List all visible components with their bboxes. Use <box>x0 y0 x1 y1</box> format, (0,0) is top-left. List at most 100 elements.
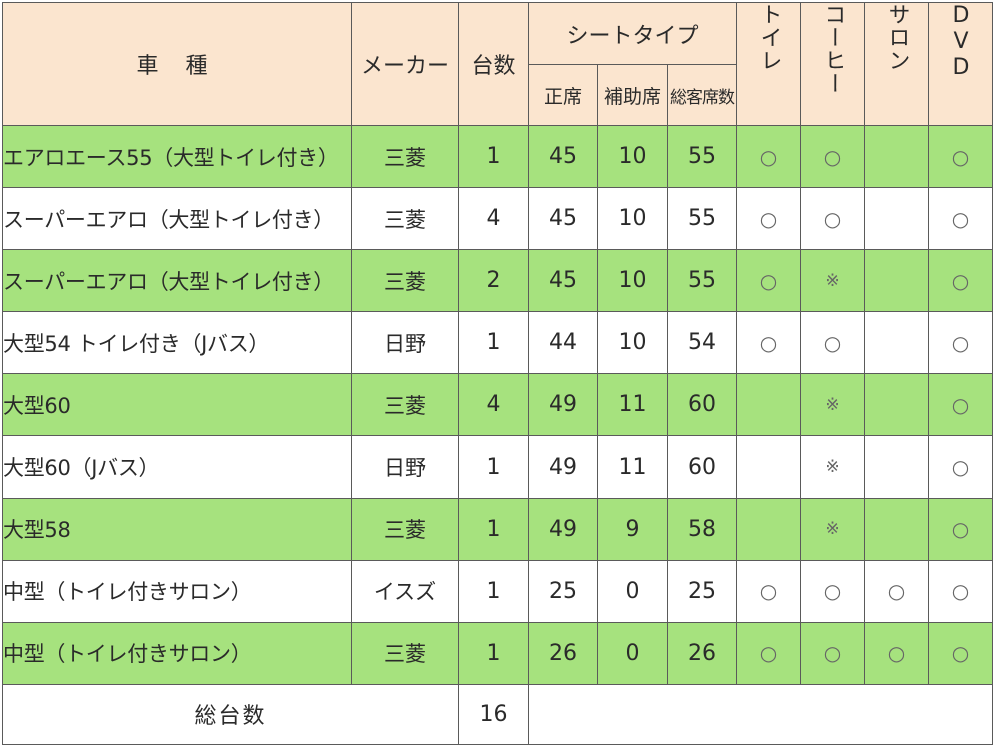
cell-maker: 三菱 <box>351 187 459 251</box>
cell-regular: 49 <box>528 497 598 561</box>
cell-aux: 10 <box>597 311 668 375</box>
cell-coffee: ○ <box>800 559 866 623</box>
cell-regular: 49 <box>528 435 598 499</box>
header-vehicle: 車 種 <box>2 2 352 126</box>
cell-count: 1 <box>458 435 529 499</box>
cell-salon <box>864 311 930 375</box>
cell-salon: ○ <box>864 621 930 685</box>
cell-regular: 44 <box>528 311 598 375</box>
cell-dvd: ○ <box>928 187 994 251</box>
cell-total: 58 <box>666 497 738 561</box>
cell-count: 1 <box>458 311 529 375</box>
cell-dvd: ○ <box>928 435 994 499</box>
cell-toilet <box>736 373 802 437</box>
cell-vehicle: 中型（トイレ付きサロン） <box>2 559 352 623</box>
cell-maker: 日野 <box>351 311 459 375</box>
header-dvd: DVD <box>928 2 994 126</box>
cell-count: 4 <box>458 373 529 437</box>
cell-vehicle: 大型58 <box>2 497 352 561</box>
cell-toilet: ○ <box>736 187 802 251</box>
table-row: 大型58 三菱 1 49 9 58 ※ ○ <box>2 497 994 561</box>
table-row: 大型60 三菱 4 49 11 60 ※ ○ <box>2 373 994 437</box>
cell-total: 54 <box>666 311 738 375</box>
cell-regular: 26 <box>528 621 598 685</box>
cell-maker: 日野 <box>351 435 459 499</box>
cell-salon <box>864 187 930 251</box>
cell-total: 26 <box>666 621 738 685</box>
cell-maker: 三菱 <box>351 249 459 313</box>
header-coffee: コーヒー <box>800 2 866 126</box>
cell-count: 1 <box>458 559 529 623</box>
cell-total: 55 <box>666 187 738 251</box>
total-blank-cell <box>527 683 994 746</box>
table-row: 中型（トイレ付きサロン） イスズ 1 25 0 25 ○ ○ ○ ○ <box>2 559 994 623</box>
cell-toilet <box>736 497 802 561</box>
cell-total: 55 <box>666 249 738 313</box>
cell-dvd: ○ <box>928 311 994 375</box>
cell-salon <box>864 435 930 499</box>
total-row: 総台数 16 <box>2 683 994 746</box>
cell-regular: 45 <box>528 124 598 189</box>
table-row: スーパーエアロ（大型トイレ付き） 三菱 2 45 10 55 ○ ※ ○ <box>2 249 994 313</box>
cell-toilet: ○ <box>736 621 802 685</box>
cell-maker: 三菱 <box>351 497 459 561</box>
table-row: 大型54 トイレ付き（Jバス） 日野 1 44 10 54 ○ ○ ○ <box>2 311 994 375</box>
cell-aux: 10 <box>597 187 668 251</box>
header-salon: サロン <box>864 2 930 126</box>
cell-count: 2 <box>458 249 529 313</box>
cell-aux: 11 <box>597 373 668 437</box>
cell-coffee: ○ <box>800 187 866 251</box>
cell-aux: 9 <box>597 497 668 561</box>
cell-salon: ○ <box>864 559 930 623</box>
header-toilet: トイレ <box>736 2 802 126</box>
cell-salon <box>864 124 930 189</box>
cell-aux: 10 <box>597 249 668 313</box>
cell-total: 60 <box>666 435 738 499</box>
cell-toilet <box>736 435 802 499</box>
cell-toilet: ○ <box>736 559 802 623</box>
cell-vehicle: 大型60 <box>2 373 352 437</box>
total-label: 総台数 <box>2 683 459 746</box>
cell-coffee: ※ <box>800 249 866 313</box>
cell-aux: 10 <box>597 124 668 189</box>
cell-vehicle: エアロエース55（大型トイレ付き） <box>2 124 352 189</box>
cell-dvd: ○ <box>928 249 994 313</box>
header-seat-type: シートタイプ <box>527 2 738 65</box>
cell-salon <box>864 373 930 437</box>
cell-toilet: ○ <box>736 311 802 375</box>
cell-regular: 45 <box>528 187 598 251</box>
cell-vehicle: 大型54 トイレ付き（Jバス） <box>2 311 352 375</box>
cell-toilet: ○ <box>736 124 802 189</box>
cell-coffee: ○ <box>800 621 866 685</box>
cell-maker: 三菱 <box>351 373 459 437</box>
table-row: スーパーエアロ（大型トイレ付き） 三菱 4 45 10 55 ○ ○ ○ <box>2 187 994 251</box>
header-aux-seats: 補助席 <box>597 64 668 126</box>
cell-aux: 0 <box>597 559 668 623</box>
cell-coffee: ※ <box>800 373 866 437</box>
cell-dvd: ○ <box>928 559 994 623</box>
cell-total: 55 <box>666 124 738 189</box>
cell-vehicle: スーパーエアロ（大型トイレ付き） <box>2 249 352 313</box>
cell-count: 1 <box>458 124 529 189</box>
header-regular-seats: 正席 <box>528 64 598 126</box>
cell-maker: 三菱 <box>351 124 459 189</box>
table-row: エアロエース55（大型トイレ付き） 三菱 1 45 10 55 ○ ○ ○ <box>2 124 994 189</box>
cell-total: 25 <box>666 559 738 623</box>
total-count: 16 <box>458 683 529 746</box>
cell-coffee: ○ <box>800 124 866 189</box>
header-total-seats: 総客席数 <box>666 64 738 126</box>
cell-salon <box>864 249 930 313</box>
cell-vehicle: 大型60（Jバス） <box>2 435 352 499</box>
cell-aux: 0 <box>597 621 668 685</box>
cell-regular: 45 <box>528 249 598 313</box>
cell-toilet: ○ <box>736 249 802 313</box>
cell-dvd: ○ <box>928 373 994 437</box>
cell-coffee: ※ <box>800 435 866 499</box>
cell-salon <box>864 497 930 561</box>
cell-dvd: ○ <box>928 497 994 561</box>
header-maker: メーカー <box>351 2 459 126</box>
cell-total: 60 <box>666 373 738 437</box>
cell-dvd: ○ <box>928 621 994 685</box>
table-row: 中型（トイレ付きサロン） 三菱 1 26 0 26 ○ ○ ○ ○ <box>2 621 994 685</box>
